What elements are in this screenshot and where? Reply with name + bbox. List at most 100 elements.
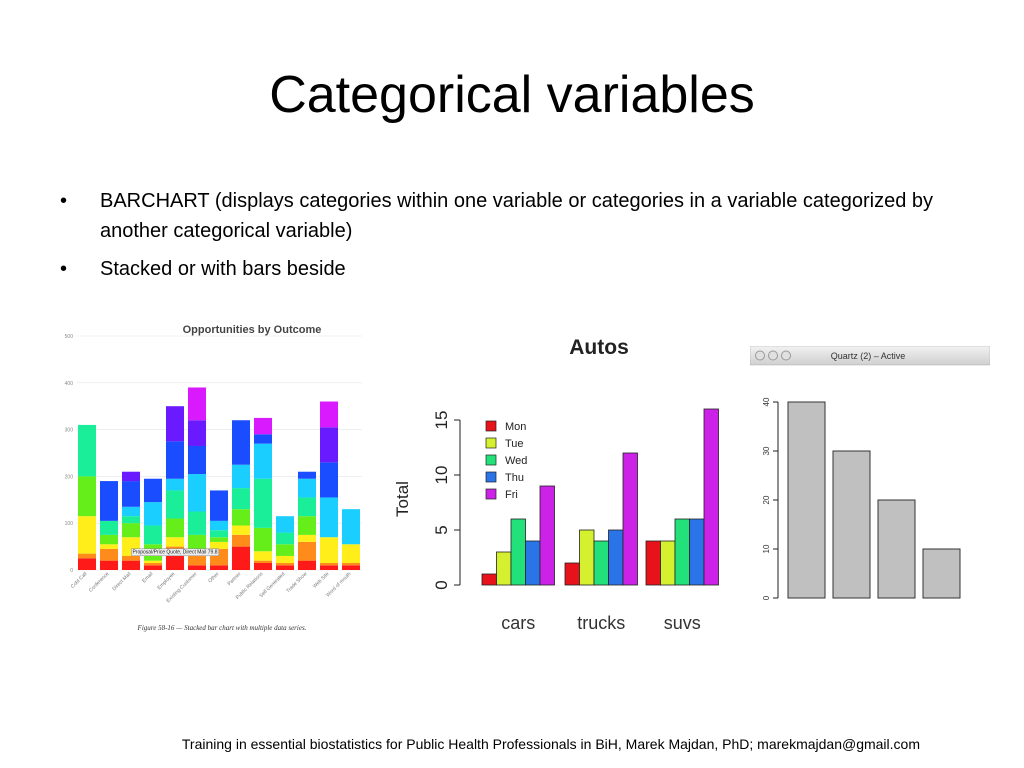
bar-segment [231,546,251,570]
bar-segment [121,555,141,561]
x-tick-label: Employee [156,571,176,591]
bar-segment [275,544,295,556]
bar-segment [99,548,119,561]
window-titlebar[interactable] [750,346,990,366]
x-tick-label: Direct Mail [111,571,132,592]
bar [608,529,624,586]
bar-segment [231,509,251,526]
legend-label: Thu [505,472,524,484]
bar-segment [275,516,295,533]
x-tick-label: Conference [88,571,111,594]
y-tick-label: 15 [432,411,451,430]
bar [787,401,826,599]
x-tick-label: Trade Show [285,571,308,594]
bullet-text: BARCHART (displays categories within one… [100,190,934,242]
bar-segment [231,420,251,465]
bar-segment [187,474,207,512]
bar-segment [297,560,317,570]
bar-segment [319,401,339,428]
x-tick-label: cars [501,613,535,633]
bar-segment [341,562,361,566]
bar-segment [341,544,361,563]
bar-segment [165,478,185,491]
y-tick-label: 40 [762,397,771,406]
bar-segment [319,427,339,463]
bar-segment [253,443,273,479]
bar [593,540,609,586]
legend-label: Wed [505,455,527,467]
bar-segment [275,565,295,570]
minimize-window-icon[interactable] [768,350,778,361]
bar-segment [231,488,251,510]
bullet-item: • Stacked or with bars beside [60,254,960,284]
stacked-bar-chart: Opportunities by Outcome Figure 58-16 — … [65,324,362,632]
legend-swatch [485,420,497,432]
bar [703,408,719,586]
bar-segment [121,523,141,538]
bar [579,529,595,586]
bar-segment [209,530,229,538]
bar-segment [143,525,163,545]
bullet-list: • BARCHART (displays categories within o… [60,186,960,292]
y-tick-label: 0 [70,568,73,574]
bar-segment [253,560,273,563]
bar-segment [319,497,339,538]
bar-segment [143,562,163,566]
y-tick-label: 100 [65,521,74,527]
close-window-icon[interactable] [755,350,765,361]
bar-segment [77,553,97,559]
bar-segment [165,518,185,538]
y-tick-label: 10 [432,466,451,485]
bar-segment [165,537,185,547]
bar-segment [187,534,207,549]
bar [832,450,871,599]
bar-segment [341,509,361,545]
bar-segment [275,562,295,566]
bar-segment [121,471,141,482]
y-tick-label: 10 [762,544,771,553]
bar-segment [165,490,185,519]
bar-segment [121,506,141,517]
x-tick-label: suvs [664,613,701,633]
bar-segment [231,525,251,535]
x-tick-label: Other [207,571,220,584]
legend-swatch [485,437,497,449]
bar [645,540,661,586]
bar-segment [253,527,273,552]
bar-segment [143,560,163,563]
bar [660,540,676,586]
chart-title: Autos [569,336,629,359]
data-annotation: Proposal/Price Quote, Direct Mail 79.8 [132,549,217,555]
y-tick-label: 400 [65,381,74,387]
bar-segment [319,562,339,566]
bar-segment [165,406,185,442]
bar-segment [77,558,97,570]
legend-swatch [485,454,497,466]
bar [539,485,555,586]
y-tick-label: 30 [762,446,771,455]
bar-segment [341,565,361,570]
bar [877,499,916,599]
bullet-item: • BARCHART (displays categories within o… [60,186,960,246]
bar-segment [99,544,119,549]
bar-segment [99,560,119,570]
bar-segment [297,497,317,517]
bar [564,562,580,586]
legend-swatch [485,488,497,500]
bar [510,518,526,586]
bar-segment [275,555,295,563]
bar-segment [143,478,163,503]
bar-segment [187,420,207,446]
bar [689,518,705,586]
bar-segment [99,534,119,545]
bar-segment [121,516,141,524]
window-title: Quartz (2) – Active [831,351,906,361]
zoom-window-icon[interactable] [781,350,791,361]
legend-label: Mon [505,421,526,433]
bar-segment [319,462,339,498]
legend-label: Fri [505,489,518,501]
x-tick-label: Web Site [312,571,331,590]
bar-segment [209,537,229,542]
y-tick-label: 300 [65,428,74,434]
bar [622,452,638,586]
